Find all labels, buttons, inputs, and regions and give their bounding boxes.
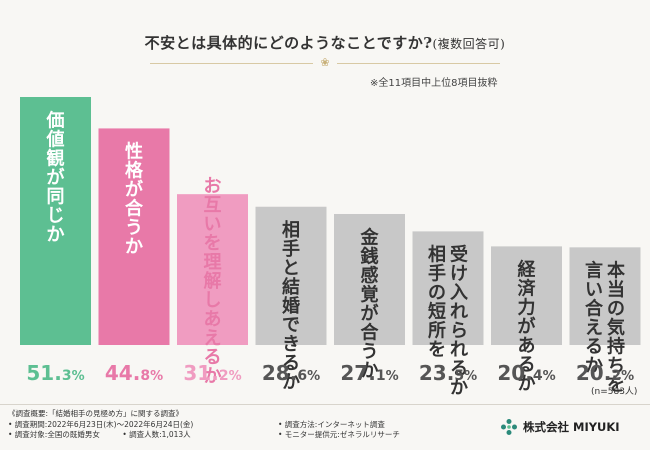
- value-label: 20.4%: [497, 361, 555, 385]
- survey-row: • 調査対象:全国の既婚男女 • 調査人数:1,013人 • モニター提供元:ゼ…: [8, 430, 478, 441]
- bar: [569, 247, 641, 345]
- company-logo: 株式会社 MIYUKI: [500, 418, 620, 436]
- survey-period: • 調査期間:2022年6月23日(木)〜2022年6月24日(金): [8, 419, 194, 429]
- chart-title: 不安とは具体的にどのようなことですか?(複数回答可): [0, 32, 650, 53]
- value-label: 27.1%: [340, 361, 398, 385]
- logo-mark-icon: [501, 419, 517, 435]
- chart-title-paren: (複数回答可): [432, 37, 506, 51]
- bar: [98, 128, 170, 345]
- survey-title: 《調査概要:「結婚相手の見極め方」に関する調査》: [8, 409, 184, 418]
- survey-provider: • モニター提供元:ゼネラルリサーチ: [278, 430, 400, 439]
- chart-note: ※全11項目中上位8項目抜粋: [370, 78, 498, 89]
- bar: [255, 206, 327, 345]
- bar-label: 受け入れられるか: [450, 244, 468, 399]
- bar: [412, 231, 484, 345]
- value-label: 28.6%: [262, 361, 320, 385]
- survey-target: • 調査対象:全国の既婚男女 • 調査人数:1,013人: [8, 430, 191, 439]
- value-label: 20.2%: [576, 361, 634, 385]
- bar-label: 相手の短所を: [428, 245, 446, 361]
- bar: [177, 194, 248, 345]
- value-label: 31.2%: [183, 361, 241, 385]
- bar-label: 言い合えるか: [585, 260, 604, 377]
- value-label: 51.3%: [26, 361, 84, 385]
- bar-label: 経済力があるか: [518, 259, 537, 395]
- bar-label: 相手と結婚できるか: [282, 220, 300, 393]
- bar-label: 本当の気持ちを: [607, 260, 625, 396]
- value-label: 23.5%: [419, 361, 477, 385]
- survey-method: • 調査方法:インターネット調査: [278, 419, 385, 429]
- survey-summary: 《調査概要:「結婚相手の見極め方」に関する調査》 • 調査期間:2022年6月2…: [8, 409, 478, 441]
- bar: [20, 97, 91, 345]
- bar-label: お互いを理解しあえるか: [204, 176, 222, 387]
- bar: [334, 213, 405, 345]
- bar: [491, 246, 562, 345]
- value-label: 44.8%: [105, 361, 163, 385]
- bar-label: 価値観が同じか: [46, 109, 65, 245]
- logo-text: 株式会社 MIYUKI: [523, 420, 620, 434]
- sample-size-note: (n=583人): [591, 387, 638, 397]
- bar-label: 性格が合うか: [125, 141, 144, 258]
- chart-title-main: 不安とは具体的にどのようなことですか?: [144, 34, 433, 52]
- footer-divider: [0, 404, 650, 405]
- bar-label: 金銭感覚が合うか: [360, 226, 380, 381]
- survey-row: • 調査期間:2022年6月23日(木)〜2022年6月24日(金) • 調査方…: [8, 420, 478, 431]
- ornament-icon: ❀: [313, 57, 337, 69]
